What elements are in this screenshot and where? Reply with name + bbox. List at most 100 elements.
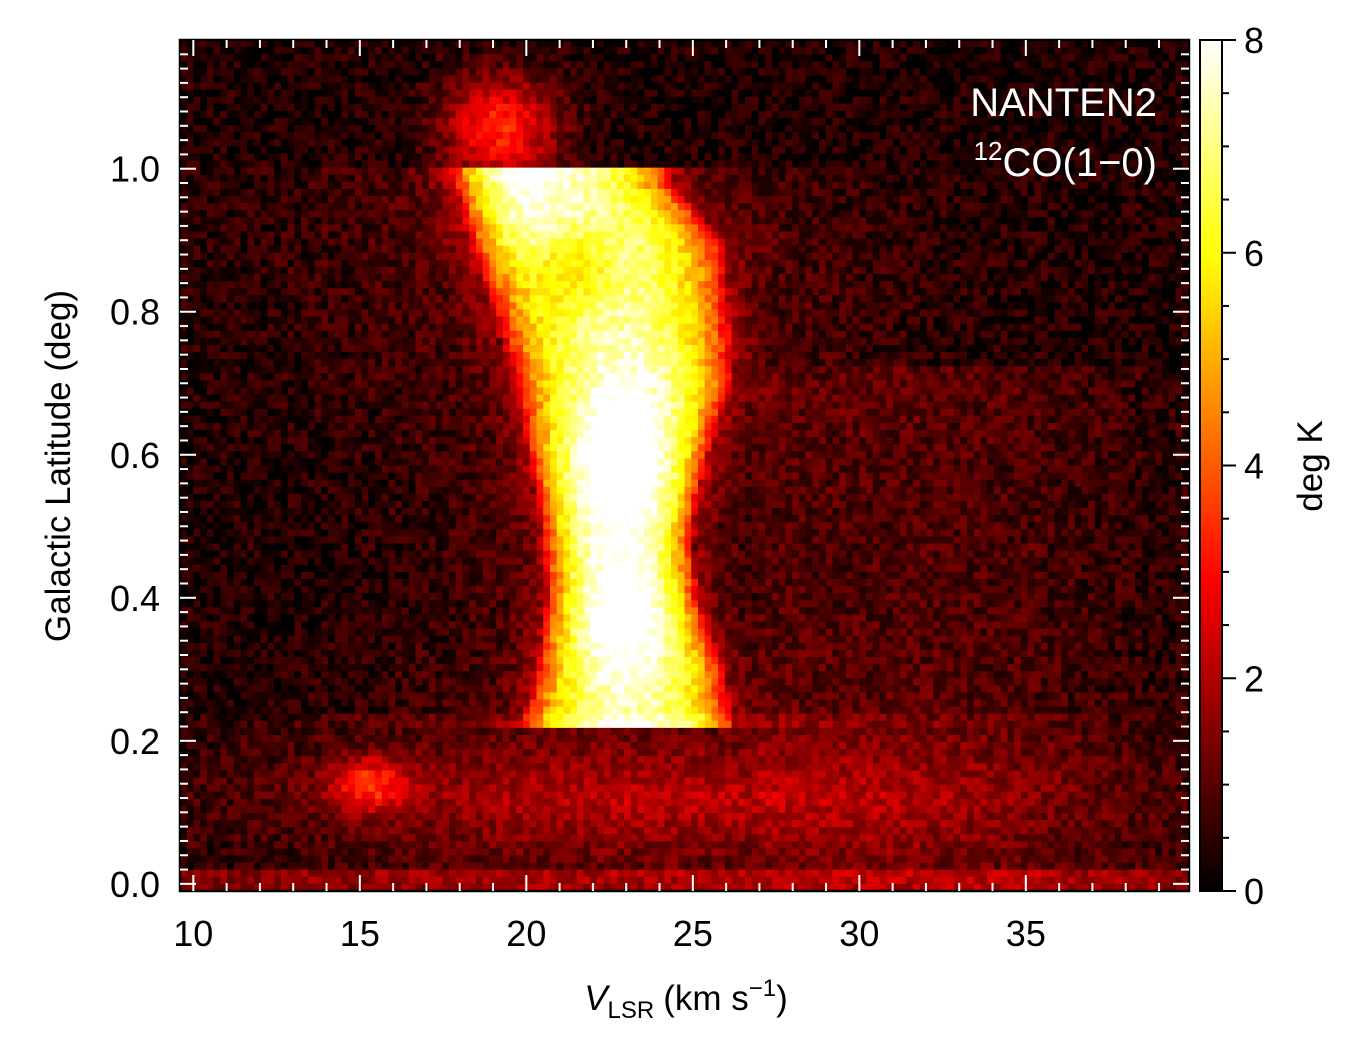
heatmap-cell — [603, 259, 612, 268]
heatmap-cell — [778, 146, 786, 155]
heatmap-cell — [1081, 47, 1089, 55]
heatmap-cell — [435, 40, 443, 48]
heatmap-cell — [845, 160, 854, 169]
heatmap-cell — [556, 259, 565, 268]
heatmap-cell — [805, 125, 813, 133]
heatmap-cell — [327, 231, 336, 240]
heatmap-cell — [408, 266, 417, 275]
heatmap-cell — [489, 125, 497, 133]
heatmap-cell — [576, 61, 585, 69]
heatmap-cell — [610, 217, 618, 225]
heatmap-cell — [1182, 82, 1190, 91]
heatmap-cell — [630, 245, 639, 254]
heatmap-cell — [529, 210, 538, 218]
heatmap-cell — [940, 40, 948, 48]
heatmap-cell — [563, 103, 571, 112]
heatmap-cell — [1115, 231, 1123, 240]
heatmap-cell — [879, 238, 887, 247]
heatmap-cell — [280, 231, 289, 240]
heatmap-cell — [200, 274, 208, 282]
heatmap-cell — [650, 125, 659, 133]
heatmap-cell — [570, 89, 578, 98]
heatmap-cell — [301, 181, 309, 190]
heatmap-cell — [839, 89, 847, 98]
heatmap-cell — [1128, 118, 1136, 126]
heatmap-cell — [1007, 61, 1015, 69]
heatmap-cell — [334, 153, 343, 162]
heatmap-cell — [1155, 217, 1163, 225]
heatmap-cell — [960, 245, 968, 254]
heatmap-cell — [798, 146, 807, 155]
heatmap-cell — [650, 61, 659, 69]
heatmap-cell — [1054, 181, 1062, 190]
heatmap-cell — [704, 68, 713, 77]
heatmap-cell — [980, 238, 988, 247]
heatmap-cell — [435, 224, 443, 233]
heatmap-cell — [899, 266, 908, 275]
heatmap-cell — [704, 167, 713, 176]
heatmap-cell — [590, 210, 598, 218]
heatmap-cell — [926, 61, 934, 69]
heatmap-cell — [422, 96, 430, 105]
heatmap-cell — [435, 132, 443, 140]
heatmap-cell — [1141, 40, 1150, 48]
heatmap-cell — [758, 132, 766, 140]
heatmap-cell — [691, 118, 699, 126]
heatmap-cell — [388, 181, 396, 190]
heatmap-cell — [180, 139, 188, 147]
heatmap-cell — [758, 174, 766, 183]
heatmap-cell — [475, 96, 484, 105]
heatmap-cell — [415, 118, 423, 126]
heatmap-cell — [388, 110, 396, 119]
heatmap-cell — [845, 40, 854, 48]
heatmap-cell — [536, 146, 544, 155]
heatmap-cell — [388, 153, 396, 162]
heatmap-cell — [267, 75, 275, 84]
heatmap-cell — [866, 174, 874, 183]
heatmap-cell — [1088, 153, 1096, 162]
heatmap-cell — [933, 110, 941, 119]
heatmap-cell — [751, 153, 760, 162]
heatmap-cell — [980, 82, 988, 91]
heatmap-cell — [778, 181, 786, 190]
heatmap-cell — [798, 238, 807, 247]
heatmap-cell — [274, 167, 282, 176]
heatmap-cell — [751, 210, 760, 218]
heatmap-cell — [953, 252, 961, 261]
heatmap-cell — [1162, 181, 1170, 190]
heatmap-cell — [274, 47, 282, 55]
heatmap-cell — [442, 68, 450, 77]
heatmap-cell — [1061, 96, 1069, 105]
heatmap-cell — [469, 89, 477, 98]
heatmap-cell — [1014, 188, 1022, 197]
heatmap-cell — [240, 103, 248, 112]
heatmap-cell — [455, 54, 464, 62]
heatmap-cell — [852, 238, 860, 247]
heatmap-cell — [247, 61, 255, 69]
heatmap-cell — [946, 125, 955, 133]
heatmap-cell — [482, 210, 491, 218]
heatmap-cell — [1148, 61, 1156, 69]
heatmap-cell — [872, 167, 881, 176]
heatmap-cell — [280, 96, 289, 105]
heatmap-cell — [960, 217, 968, 225]
heatmap-cell — [1155, 118, 1163, 126]
heatmap-cell — [388, 160, 396, 169]
heatmap-cell — [1162, 47, 1170, 55]
heatmap-cell — [415, 61, 423, 69]
heatmap-cell — [812, 181, 820, 190]
heatmap-cell — [449, 188, 457, 197]
heatmap-cell — [496, 54, 504, 62]
heatmap-cell — [381, 110, 390, 119]
heatmap-cell — [570, 68, 578, 77]
heatmap-cell — [664, 210, 672, 218]
heatmap-cell — [819, 110, 827, 119]
heatmap-cell — [274, 224, 282, 233]
heatmap-cell — [415, 167, 423, 176]
heatmap-cell — [334, 96, 343, 105]
heatmap-cell — [879, 196, 887, 204]
heatmap-cell — [549, 153, 558, 162]
heatmap-cell — [839, 196, 847, 204]
heatmap-cell — [381, 47, 390, 55]
heatmap-cell — [462, 259, 470, 268]
